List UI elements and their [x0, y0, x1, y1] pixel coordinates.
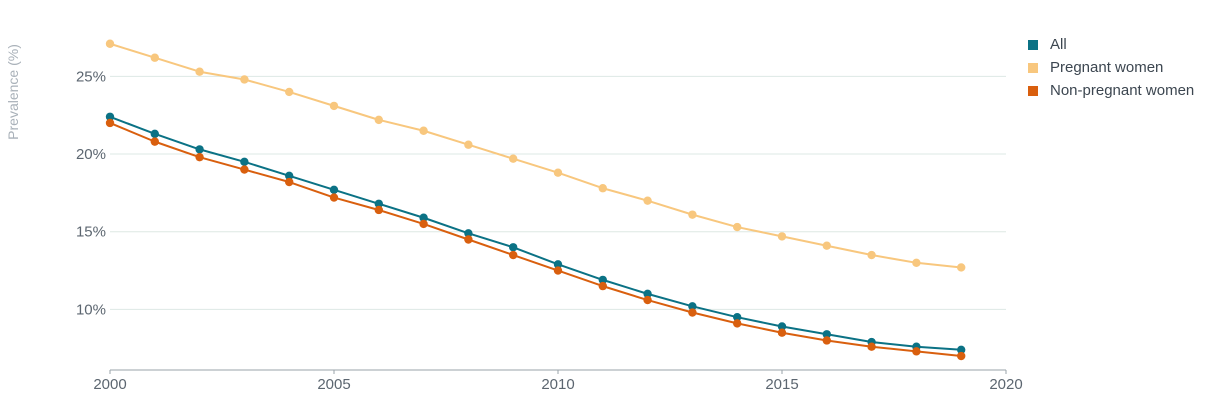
data-point-non-pregnant-women	[867, 342, 876, 351]
data-point-all	[643, 289, 652, 299]
data-point-all	[195, 145, 204, 154]
data-point-pregnant-women	[240, 75, 249, 84]
data-point-non-pregnant-women	[374, 205, 383, 215]
data-point-all	[240, 157, 249, 167]
data-point-pregnant-women	[285, 87, 294, 97]
data-point-pregnant-women	[195, 67, 204, 76]
data-point-pregnant-women	[509, 154, 518, 163]
data-point-pregnant-women	[643, 196, 652, 205]
x-axis: 2000 2005 2010 2015 2020	[93, 369, 1023, 393]
data-point-non-pregnant-women	[419, 219, 428, 229]
series-layer	[105, 39, 966, 361]
data-point-non-pregnant-women	[464, 235, 473, 244]
series-all	[105, 112, 966, 355]
data-point-all	[419, 213, 428, 222]
data-point-pregnant-women	[553, 168, 563, 177]
data-point-all	[733, 312, 742, 322]
data-point-non-pregnant-women	[509, 250, 518, 260]
data-point-all	[957, 345, 966, 355]
data-point-pregnant-women	[912, 258, 921, 268]
data-point-non-pregnant-women	[240, 165, 249, 174]
legend: All Pregnant women Non-pregnant women	[1028, 33, 1194, 102]
data-point-non-pregnant-women	[285, 177, 294, 187]
legend-swatch	[1028, 62, 1038, 73]
x-tick-label: 2005	[317, 376, 350, 393]
data-point-pregnant-women	[688, 210, 697, 219]
data-point-all	[553, 260, 563, 269]
series-pregnant-women	[105, 39, 966, 272]
data-point-non-pregnant-women	[688, 308, 697, 317]
legend-label: Pregnant women	[1050, 59, 1164, 76]
data-point-non-pregnant-women	[195, 152, 204, 162]
data-point-all	[329, 185, 339, 194]
x-tick-label: 2015	[765, 376, 798, 393]
data-point-all	[822, 330, 831, 339]
data-point-pregnant-women	[867, 250, 876, 260]
legend-label: Non-pregnant women	[1050, 82, 1195, 99]
data-point-non-pregnant-women	[733, 319, 742, 328]
x-tick-label: 2000	[93, 376, 126, 393]
data-point-non-pregnant-women	[822, 336, 831, 345]
data-point-all	[598, 275, 607, 285]
data-point-non-pregnant-women	[912, 347, 921, 356]
y-tick-label: 20%	[76, 146, 106, 163]
data-point-pregnant-women	[777, 232, 787, 241]
data-point-pregnant-women	[957, 263, 966, 272]
data-point-pregnant-women	[464, 140, 473, 149]
series-line-pregnant-women	[109, 42, 963, 269]
data-point-pregnant-women	[822, 241, 831, 250]
data-point-non-pregnant-women	[643, 295, 652, 305]
y-tick-label: 25%	[76, 68, 106, 85]
legend-swatch	[1028, 85, 1038, 96]
data-point-pregnant-women	[733, 222, 742, 232]
data-point-all	[374, 199, 383, 208]
data-point-pregnant-women	[598, 184, 607, 193]
data-point-all	[688, 302, 697, 311]
legend-item: Pregnant women	[1028, 56, 1194, 79]
y-tick-label: 15%	[76, 224, 106, 241]
data-point-non-pregnant-women	[329, 193, 339, 202]
legend-label: All	[1050, 36, 1067, 53]
data-point-all	[105, 112, 115, 121]
data-point-all	[777, 322, 787, 331]
data-point-pregnant-women	[374, 115, 383, 125]
data-point-pregnant-women	[105, 39, 115, 48]
series-line-all	[109, 115, 963, 351]
series-line-non-pregnant-women	[109, 121, 963, 358]
x-tick-label: 2020	[989, 376, 1022, 393]
data-point-all	[150, 129, 159, 139]
data-point-non-pregnant-women	[957, 351, 966, 361]
data-point-all	[509, 243, 518, 252]
y-axis-ticks: 10% 15% 20% 25%	[76, 68, 106, 318]
data-point-non-pregnant-women	[598, 281, 607, 291]
legend-item: Non-pregnant women	[1028, 79, 1194, 102]
series-non-pregnant-women	[105, 118, 966, 361]
x-tick-label: 2010	[541, 376, 574, 393]
data-point-non-pregnant-women	[105, 118, 115, 128]
data-point-non-pregnant-women	[553, 266, 563, 275]
data-point-pregnant-women	[419, 126, 428, 135]
legend-swatch	[1028, 39, 1038, 50]
legend-item: All	[1028, 33, 1194, 56]
data-point-pregnant-women	[329, 101, 339, 111]
data-point-non-pregnant-women	[777, 328, 787, 337]
y-axis-title: Prevalence (%)	[5, 44, 21, 140]
data-point-pregnant-women	[150, 53, 159, 62]
y-tick-label: 10%	[76, 301, 106, 318]
data-point-all	[285, 171, 294, 181]
data-point-all	[464, 229, 473, 238]
data-point-non-pregnant-women	[150, 137, 159, 146]
gridlines	[110, 75, 1006, 310]
